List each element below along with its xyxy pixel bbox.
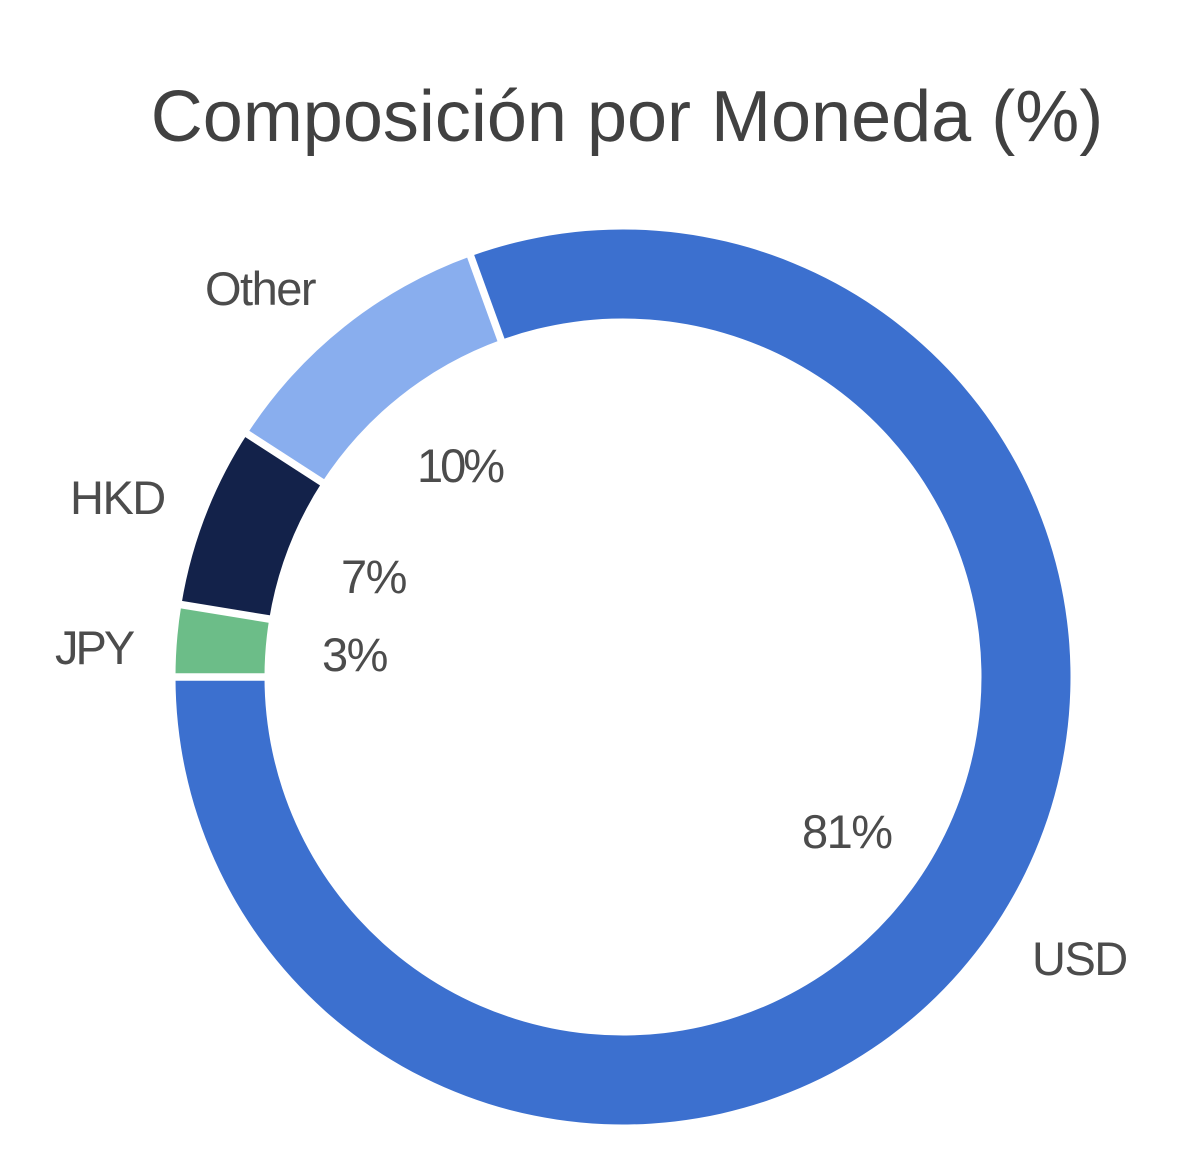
svg-text:10%: 10% xyxy=(417,439,504,492)
svg-text:7%: 7% xyxy=(341,550,407,603)
svg-text:Composición por Moneda (%): Composición por Moneda (%) xyxy=(151,77,1103,157)
svg-text:3%: 3% xyxy=(322,628,388,681)
svg-text:HKD: HKD xyxy=(70,471,165,524)
svg-text:USD: USD xyxy=(1032,932,1127,985)
svg-text:81%: 81% xyxy=(802,805,892,858)
svg-text:Other: Other xyxy=(205,262,316,315)
svg-text:JPY: JPY xyxy=(55,621,135,674)
